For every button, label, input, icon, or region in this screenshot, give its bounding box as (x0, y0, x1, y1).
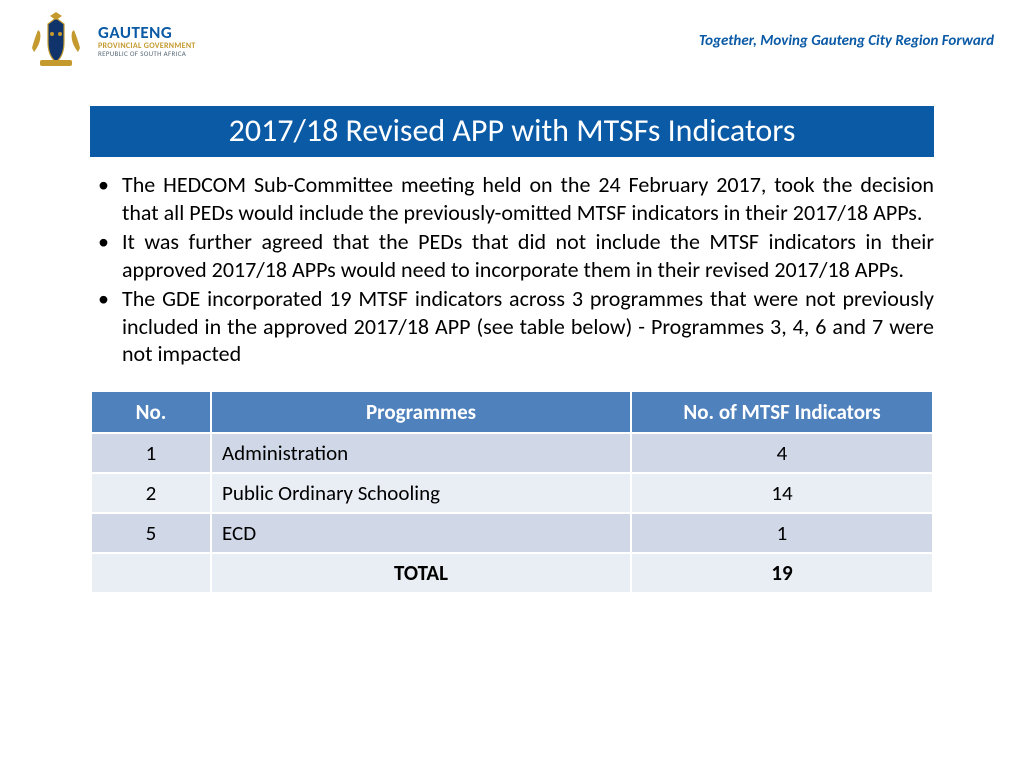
tagline: Together, Moving Gauteng City Region For… (699, 32, 994, 50)
crest-icon (24, 12, 88, 70)
col-header-no: No. (91, 391, 211, 433)
table-total-row: TOTAL 19 (91, 553, 933, 593)
cell-indicators: 1 (631, 513, 933, 553)
cell-programme: Administration (211, 433, 631, 473)
col-header-indicators: No. of MTSF Indicators (631, 391, 933, 433)
cell-programme: ECD (211, 513, 631, 553)
cell-indicators: 14 (631, 473, 933, 513)
cell-total-value: 19 (631, 553, 933, 593)
col-header-programmes: Programmes (211, 391, 631, 433)
brand-main: GAUTENG (98, 24, 196, 42)
bullet-item: It was further agreed that the PEDs that… (90, 228, 934, 283)
bullet-item: The GDE incorporated 19 MTSF indicators … (90, 285, 934, 368)
cell-total-blank (91, 553, 211, 593)
brand-text: GAUTENG PROVINCIAL GOVERNMENT REPUBLIC O… (98, 24, 196, 58)
table-row: 5 ECD 1 (91, 513, 933, 553)
indicators-table: No. Programmes No. of MTSF Indicators 1 … (90, 390, 934, 594)
table-row: 1 Administration 4 (91, 433, 933, 473)
table-header-row: No. Programmes No. of MTSF Indicators (91, 391, 933, 433)
cell-no: 2 (91, 473, 211, 513)
slide-header: GAUTENG PROVINCIAL GOVERNMENT REPUBLIC O… (0, 0, 1024, 76)
cell-no: 1 (91, 433, 211, 473)
cell-total-label: TOTAL (211, 553, 631, 593)
bullet-list: The HEDCOM Sub-Committee meeting held on… (90, 171, 934, 368)
bullet-item: The HEDCOM Sub-Committee meeting held on… (90, 171, 934, 226)
cell-indicators: 4 (631, 433, 933, 473)
logo-block: GAUTENG PROVINCIAL GOVERNMENT REPUBLIC O… (24, 12, 196, 70)
table-row: 2 Public Ordinary Schooling 14 (91, 473, 933, 513)
cell-programme: Public Ordinary Schooling (211, 473, 631, 513)
slide-title: 2017/18 Revised APP with MTSFs Indicator… (90, 106, 934, 157)
cell-no: 5 (91, 513, 211, 553)
brand-sub2: REPUBLIC OF SOUTH AFRICA (98, 50, 196, 57)
